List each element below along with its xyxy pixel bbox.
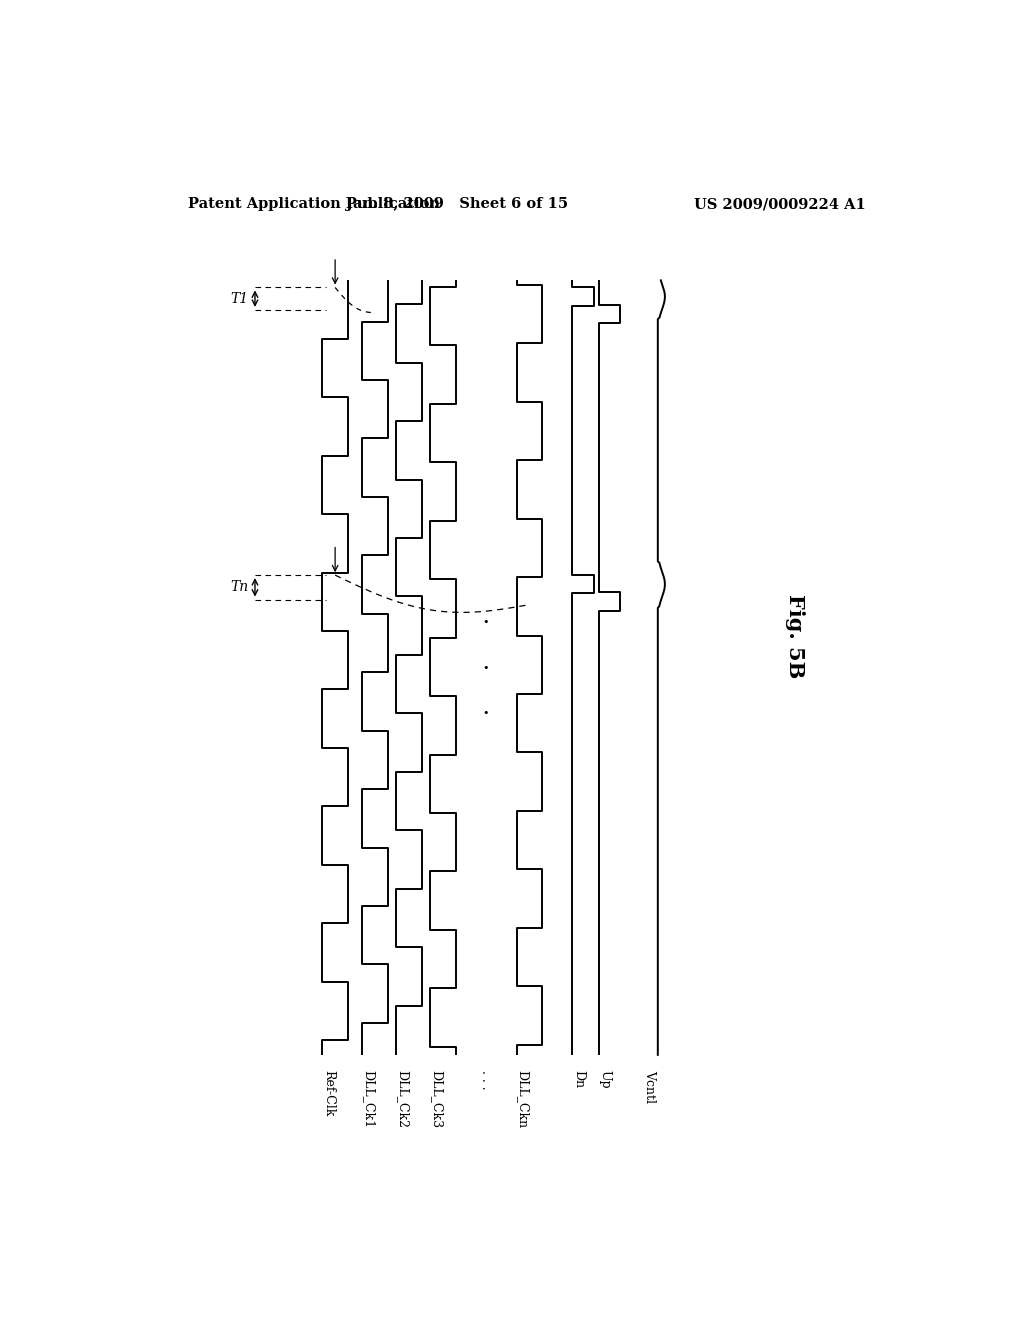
Text: DLL_Ck3: DLL_Ck3 bbox=[430, 1071, 443, 1129]
Text: Ref-Clk: Ref-Clk bbox=[323, 1071, 335, 1117]
Text: Patent Application Publication: Patent Application Publication bbox=[187, 197, 439, 211]
Text: Jan. 8, 2009   Sheet 6 of 15: Jan. 8, 2009 Sheet 6 of 15 bbox=[346, 197, 568, 211]
Text: Tn: Tn bbox=[230, 581, 249, 594]
Text: Vcntl: Vcntl bbox=[643, 1071, 656, 1104]
Text: DLL_Ck1: DLL_Ck1 bbox=[361, 1071, 375, 1129]
Text: Dn: Dn bbox=[572, 1071, 585, 1088]
Text: •: • bbox=[482, 663, 489, 673]
Text: Up: Up bbox=[598, 1071, 611, 1089]
Text: DLL_Ck2: DLL_Ck2 bbox=[396, 1071, 409, 1129]
Text: •: • bbox=[482, 616, 489, 627]
Text: US 2009/0009224 A1: US 2009/0009224 A1 bbox=[694, 197, 866, 211]
Text: . . .: . . . bbox=[479, 1071, 493, 1090]
Text: •: • bbox=[482, 709, 489, 718]
Text: DLL_Ckn: DLL_Ckn bbox=[516, 1071, 529, 1129]
Text: T1: T1 bbox=[230, 292, 249, 306]
Text: Fig. 5B: Fig. 5B bbox=[784, 594, 805, 678]
